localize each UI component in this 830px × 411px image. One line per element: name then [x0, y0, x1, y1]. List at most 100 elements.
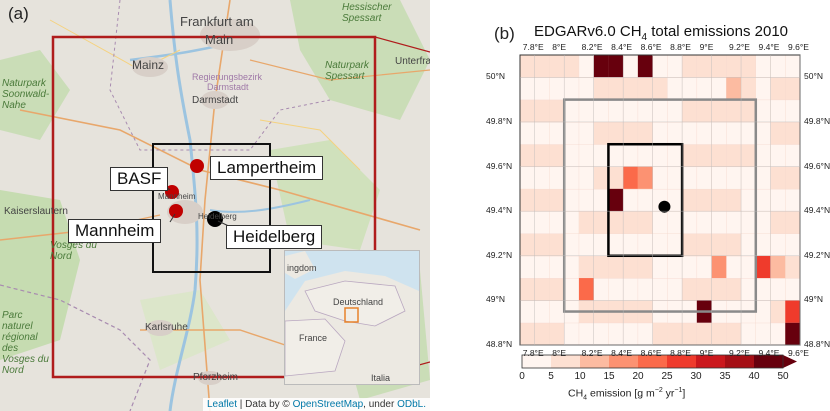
heatmap-cell — [593, 255, 609, 279]
heatmap-cell — [564, 233, 580, 257]
x-tick-bottom: 7.8°E — [522, 348, 544, 358]
y-tick-left: 50°N — [486, 71, 505, 82]
y-tick-right: 49°N — [804, 294, 823, 305]
colorbar-tick: 20 — [632, 371, 644, 382]
map-panel[interactable]: (a) Frankfurt am Main Mainz Regierungsbe… — [0, 0, 430, 411]
heatmap-cell — [785, 99, 801, 123]
heatmap-cell — [755, 54, 772, 78]
heatmap-cell — [652, 54, 668, 78]
heatmap-cell — [740, 121, 757, 145]
emission-cell — [608, 188, 624, 212]
heatmap-cell — [593, 188, 609, 212]
heatmap-cell — [564, 210, 580, 234]
x-tick-top: 8°E — [552, 42, 566, 52]
heatmap-cell — [519, 121, 536, 145]
heatmap-cell — [667, 144, 683, 168]
outer-domain-box — [51, 35, 377, 379]
city-unterfra: Unterfra — [395, 56, 430, 67]
heatmap-cell — [755, 300, 772, 324]
heatmap-cell — [696, 233, 713, 257]
heatmap-cell — [593, 166, 609, 190]
heatmap-cell — [711, 77, 727, 101]
heatmap-cell — [770, 188, 786, 212]
heatmap-cell — [696, 144, 713, 168]
osm-link[interactable]: OpenStreetMap — [292, 399, 364, 410]
heatmap-cell — [740, 54, 757, 78]
heatmap-cell — [534, 121, 550, 145]
heatmap-cell — [696, 210, 713, 234]
heatmap-cell — [564, 99, 580, 123]
odbl-link[interactable]: ODbL. — [397, 399, 426, 410]
heatmap-cell — [608, 255, 624, 279]
leaflet-link[interactable]: Leaflet — [206, 399, 238, 410]
heatmap-cell — [652, 99, 668, 123]
heatmap-cell — [755, 99, 772, 123]
heatmap-cell — [534, 233, 550, 257]
heatmap-cell — [667, 233, 683, 257]
heatmap-cell — [740, 210, 757, 234]
heatmap-cell — [578, 322, 595, 346]
x-tick-top: 9.4°E — [758, 42, 780, 52]
heatmap-cell — [622, 99, 639, 123]
heatmap-cell — [534, 188, 550, 212]
emission-cell — [741, 77, 756, 100]
city-heidelberg-small: Heidelberg — [198, 212, 237, 221]
lampertheim-callout: Lampertheim — [210, 156, 324, 180]
heatmap-cell — [652, 233, 668, 257]
emission-cell — [726, 77, 742, 100]
heatmap-cell — [519, 144, 536, 168]
x-tick-top: 8.8°E — [670, 42, 691, 52]
heatmap-cell — [608, 99, 624, 123]
inset-france: France — [299, 333, 328, 343]
colorbar-label: CH4 emission [g m−2 yr−1] — [568, 387, 685, 402]
heatmap-cell — [652, 144, 668, 168]
heatmap-cell — [578, 233, 595, 257]
heatmap-cell — [667, 166, 683, 190]
heatmap-cell — [755, 121, 772, 145]
heatmap-cell — [740, 188, 757, 212]
heatmap-cell — [622, 210, 639, 234]
colorbar-segment — [696, 355, 726, 368]
heatmap-cell — [564, 77, 580, 101]
heatmap-cell — [622, 121, 639, 145]
heatmap-cell — [726, 233, 742, 257]
heatmap-cell — [755, 144, 772, 168]
y-tick-right: 49.4°N — [804, 205, 830, 216]
heatmap-cell — [711, 166, 727, 190]
emission-cell — [785, 322, 800, 345]
heatmap-cell — [519, 233, 536, 257]
heatmap-cell — [608, 121, 624, 145]
heatmap-cell — [549, 210, 565, 234]
emission-cell — [711, 255, 727, 279]
region-label: Regierungsbezirk — [192, 72, 263, 82]
emission-cell — [578, 211, 594, 234]
heatmap-cell — [667, 99, 683, 123]
heatmap-cell — [681, 121, 698, 145]
heatmap-cell — [578, 77, 595, 101]
mannheim-marker — [169, 204, 183, 218]
parc-naturel: Parc naturel régional des Vosges du Nord — [2, 310, 49, 376]
heatmap-cell — [534, 300, 550, 324]
x-tick-top: 9°E — [699, 42, 714, 52]
heatmap-cell — [622, 277, 639, 301]
emission-cell — [637, 166, 653, 189]
heatmap-cell — [711, 144, 727, 168]
heatmap-cell — [755, 277, 772, 301]
heatmap-cell — [519, 322, 536, 346]
colorbar-tick: 50 — [777, 371, 789, 382]
emission-cell — [785, 300, 800, 323]
heatmap-cell — [534, 277, 550, 301]
heatmap-cell — [549, 144, 565, 168]
emission-cell — [608, 55, 624, 78]
heatmap-cell — [770, 144, 786, 168]
heatmap-cell — [549, 277, 565, 301]
heatmap-cell — [637, 188, 654, 212]
heatmap-cell — [534, 322, 550, 346]
x-tick-bottom: 9.4°E — [758, 348, 780, 358]
heatmap-cell — [637, 77, 654, 101]
heatmap-cell — [549, 99, 565, 123]
heatmap-cell — [622, 233, 639, 257]
heatmap-cell — [578, 255, 595, 279]
y-tick-right: 50°N — [804, 71, 823, 82]
heatmap-cell — [622, 54, 639, 78]
